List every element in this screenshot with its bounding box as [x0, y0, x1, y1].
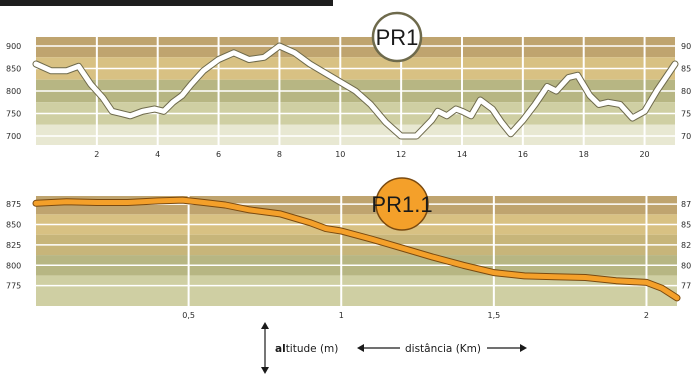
pr11-x-tick-label: 1,5	[487, 311, 500, 320]
pr11-y-tick-label-right: 80	[681, 261, 691, 270]
pr1-x-tick-label: 8	[277, 150, 282, 159]
pr1-x-tick-label: 2	[94, 150, 99, 159]
axis-legend: altitude (m) distância (Km)	[261, 322, 527, 374]
chart-pr1-series	[32, 42, 679, 140]
pr1-y-tick-label: 850	[6, 65, 21, 74]
pr1-badge-circle	[371, 11, 423, 63]
pr1-x-tick-label: 20	[639, 150, 649, 159]
pr1-series-line	[33, 43, 678, 139]
pr11-badge: PR1.1	[371, 177, 433, 231]
pr11-x-tick-label: 1	[339, 311, 344, 320]
chart-pr11-y-ticks-left: 875 850 825 800 775	[6, 200, 21, 290]
vertical-arrow-icon	[261, 322, 269, 374]
chart-pr1: 900 850 800 750 700 90 85 80 75 70 2 4 6 8 10 12 14 16 1…	[6, 11, 691, 159]
pr1-y-tick-label-right: 90	[681, 42, 691, 51]
pr1-y-tick-label-right: 70	[681, 132, 691, 141]
header-bar	[0, 0, 333, 6]
pr1-y-tick-label-right: 80	[681, 87, 691, 96]
pr11-y-tick-label: 875	[6, 200, 21, 209]
pr1-y-tick-label: 750	[6, 110, 21, 119]
chart-pr11-bands	[36, 196, 677, 306]
pr1-x-tick-label: 6	[216, 150, 221, 159]
pr11-y-tick-label-right: 82	[681, 241, 691, 250]
chart-pr1-y-ticks-left: 900 850 800 750 700	[6, 42, 21, 141]
pr1-y-tick-label: 800	[6, 87, 21, 96]
pr1-band	[36, 124, 675, 145]
chart-pr11-series	[32, 196, 681, 302]
pr11-y-tick-label: 800	[6, 261, 21, 270]
pr1-y-tick-label: 700	[6, 132, 21, 141]
chart-pr1-y-ticks-right: 90 85 80 75 70	[681, 42, 691, 141]
pr11-y-tick-label: 775	[6, 282, 21, 291]
pr1-x-tick-label: 18	[579, 150, 589, 159]
chart-pr11-y-ticks-right: 87 85 82 80 77	[681, 200, 691, 290]
pr1-badge-label: PR1	[376, 25, 419, 50]
pr1-y-tick-label-right: 85	[681, 65, 691, 74]
altitude-label: altitude (m)	[275, 343, 338, 355]
pr1-x-tick-label: 10	[335, 150, 345, 159]
pr11-series-line	[33, 197, 680, 301]
pr11-y-tick-label: 825	[6, 241, 21, 250]
pr11-x-tick-label: 0,5	[182, 311, 195, 320]
pr11-x-tick-label: 2	[644, 311, 649, 320]
distance-label: distância (Km)	[405, 343, 481, 355]
pr1-y-tick-label: 900	[6, 42, 21, 51]
pr11-y-tick-label: 850	[6, 221, 21, 230]
pr1-y-tick-label-right: 75	[681, 110, 691, 119]
horizontal-arrow-icon	[357, 344, 527, 352]
chart-pr11: 875 850 825 800 775 87 85 82 80 77 0,5 1 1,5 2 PR1.…	[6, 177, 691, 320]
pr11-badge-circle	[375, 177, 429, 231]
chart-pr11-x-ticks: 0,5 1 1,5 2	[182, 311, 649, 320]
pr1-x-tick-label: 12	[396, 150, 406, 159]
pr11-badge-label: PR1.1	[371, 192, 432, 217]
pr1-band	[36, 37, 675, 58]
pr1-badge: PR1	[371, 11, 423, 63]
pr1-x-tick-label: 16	[518, 150, 528, 159]
chart-pr1-x-ticks: 2 4 6 8 10 12 14 16 18 20	[94, 150, 649, 159]
pr11-y-tick-label-right: 87	[681, 200, 691, 209]
pr1-x-tick-label: 4	[155, 150, 160, 159]
pr1-x-tick-label: 14	[457, 150, 467, 159]
pr11-y-tick-label-right: 85	[681, 221, 691, 230]
pr11-y-tick-label-right: 77	[681, 282, 691, 291]
